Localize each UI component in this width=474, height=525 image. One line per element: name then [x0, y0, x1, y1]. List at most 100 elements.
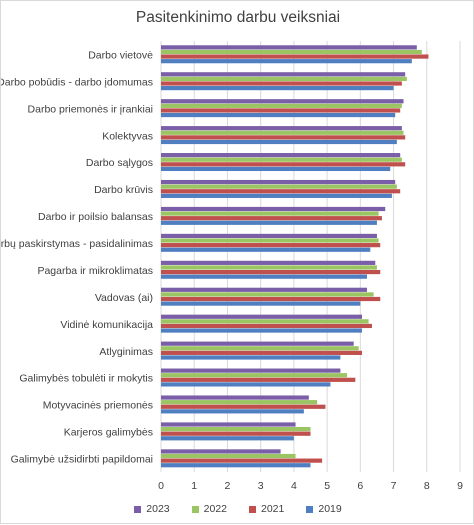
x-tick-label: 1	[191, 480, 197, 492]
legend-item-2023: 2023	[134, 503, 170, 515]
bar-2019-6	[161, 220, 377, 225]
bar-2021-6	[161, 216, 382, 221]
bar-2019-11	[161, 355, 341, 360]
bar-2022-8	[161, 265, 377, 270]
category-label: Galimybė užsidirbti papildomai	[11, 454, 153, 466]
bar-2023-3	[161, 126, 402, 131]
bar-2023-11	[161, 341, 354, 346]
bar-2019-3	[161, 139, 397, 145]
bar-2019-10	[161, 328, 362, 333]
bar-2023-2	[161, 99, 404, 104]
bar-2023-0	[161, 45, 417, 50]
x-tick-label: 9	[457, 480, 463, 492]
bar-2023-8	[161, 260, 376, 265]
bar-2022-0	[161, 49, 422, 55]
bar-2022-13	[161, 400, 318, 405]
bar-2022-14	[161, 426, 311, 432]
bar-2019-12	[161, 382, 331, 387]
bar-2023-4	[161, 153, 401, 158]
bar-2021-1	[161, 81, 402, 86]
chart-title: Pasitenkinimo darbu veiksniai	[135, 9, 341, 26]
category-label: Karjeros galimybės	[64, 427, 153, 439]
bar-2019-9	[161, 301, 361, 306]
bar-2021-5	[161, 189, 401, 194]
legend-label: 2019	[318, 503, 342, 515]
bar-2023-5	[161, 179, 396, 185]
bar-2022-2	[161, 103, 402, 108]
category-label: Darbo pobūdis - darbo įdomumas	[1, 76, 153, 88]
bar-2021-13	[161, 404, 326, 409]
x-tick-label: 4	[291, 480, 297, 492]
legend-item-2019: 2019	[306, 503, 342, 515]
category-label: Pagarba ir mikroklimatas	[37, 265, 153, 277]
bar-2021-9	[161, 296, 381, 302]
category-label: Darbo krūvis	[94, 184, 153, 196]
legend-swatch	[191, 505, 199, 513]
x-tick-label: 5	[324, 480, 330, 492]
category-label: Kolektyvas	[102, 130, 153, 142]
category-label: Darbo priemonės ir įrankiai	[28, 103, 153, 115]
bar-2021-7	[161, 243, 381, 248]
bar-2019-8	[161, 274, 367, 279]
bar-2019-2	[161, 112, 396, 118]
x-tick-label: 0	[158, 480, 164, 492]
legend-label: 2023	[146, 503, 170, 515]
bar-2019-7	[161, 247, 371, 252]
legend-item-2021: 2021	[249, 503, 284, 515]
category-label: Darbų paskirstymas - pasidalinimas	[1, 238, 153, 250]
x-tick-label: 3	[258, 480, 264, 492]
bar-2021-0	[161, 54, 429, 59]
bar-2021-12	[161, 377, 356, 382]
legend-swatch	[249, 505, 256, 513]
category-label: Vidinė komunikacija	[60, 319, 153, 331]
bar-2021-3	[161, 135, 406, 140]
bar-2021-15	[161, 458, 323, 463]
bar-2023-12	[161, 368, 341, 373]
bar-2022-15	[161, 453, 296, 459]
bar-2019-0	[161, 59, 412, 64]
x-tick-label: 6	[357, 480, 363, 492]
bar-2022-11	[161, 346, 359, 351]
bar-2019-1	[161, 86, 394, 91]
category-label: Atlyginimas	[99, 346, 153, 358]
category-label: Vadovas (ai)	[95, 292, 153, 304]
bar-2019-5	[161, 193, 392, 198]
bar-2022-12	[161, 373, 348, 378]
bar-2022-10	[161, 319, 369, 324]
category-label: Motyvacinės priemonės	[43, 400, 153, 412]
bar-2023-7	[161, 233, 377, 239]
bar-2023-9	[161, 287, 367, 292]
legend-swatch	[134, 505, 142, 513]
bar-2022-1	[161, 76, 407, 82]
bar-2023-6	[161, 206, 386, 212]
bar-2019-15	[161, 463, 311, 468]
legend-label: 2022	[203, 503, 227, 515]
bar-2019-4	[161, 166, 391, 172]
bar-2019-13	[161, 409, 304, 414]
bar-2023-1	[161, 72, 406, 77]
bar-2023-14	[161, 422, 296, 427]
bar-2021-2	[161, 108, 401, 113]
bar-2022-3	[161, 130, 404, 135]
bar-2022-4	[161, 157, 402, 162]
bar-2023-10	[161, 314, 362, 319]
bar-2021-4	[161, 162, 406, 167]
bar-2021-11	[161, 350, 362, 355]
category-label: Darbo vietovė	[88, 49, 153, 61]
bar-2023-13	[161, 395, 309, 400]
x-tick-label: 7	[391, 480, 397, 492]
legend-item-2022: 2022	[191, 503, 227, 515]
legend-label: 2021	[261, 503, 285, 515]
bar-2021-8	[161, 269, 381, 275]
category-label: Darbo sąlygos	[86, 157, 153, 169]
category-label: Galimybės tobulėti ir mokytis	[19, 373, 153, 385]
x-tick-label: 2	[225, 480, 231, 492]
bar-2019-14	[161, 436, 294, 441]
bar-2022-6	[161, 211, 379, 216]
x-tick-label: 8	[424, 480, 430, 492]
bar-2021-10	[161, 323, 372, 329]
bar-2022-5	[161, 184, 397, 189]
legend-swatch	[306, 505, 314, 513]
